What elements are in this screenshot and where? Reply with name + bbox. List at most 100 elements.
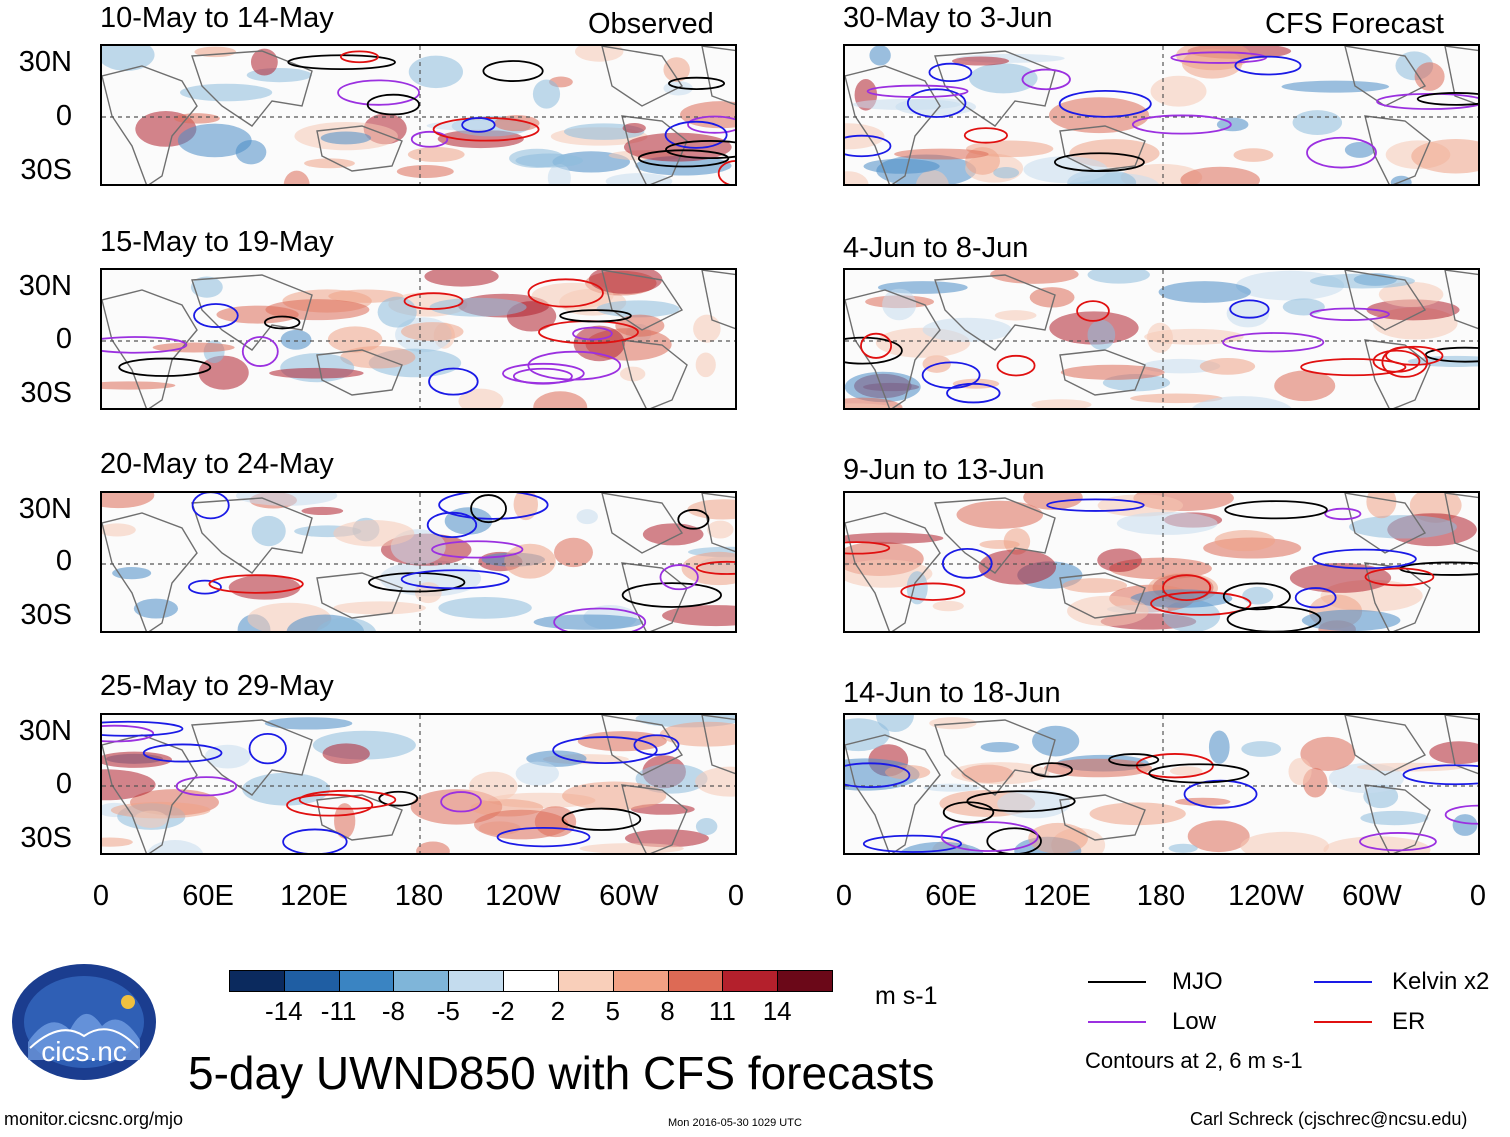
coastline xyxy=(1344,46,1427,107)
coastline xyxy=(934,50,1056,127)
anomaly-blob xyxy=(922,317,1012,342)
wave-contour xyxy=(687,115,735,134)
wave-contour xyxy=(410,130,449,148)
anomaly-blob xyxy=(146,840,204,853)
coastline xyxy=(1444,46,1478,106)
coastline xyxy=(934,274,1056,351)
wave-contour xyxy=(845,134,892,158)
map-panel xyxy=(100,491,737,633)
wave-contour xyxy=(900,582,966,601)
lon-label: 120E xyxy=(1023,880,1091,912)
coastline xyxy=(934,497,1056,574)
anomaly-blob xyxy=(322,743,370,765)
anomaly-blob xyxy=(619,366,646,382)
anomaly-blob xyxy=(416,841,450,853)
lat-label: 0 xyxy=(55,100,72,132)
anomaly-blob xyxy=(845,403,899,408)
colorbar-tick-label: 8 xyxy=(660,996,675,1026)
anomaly-blob xyxy=(1344,142,1375,158)
anomaly-blob xyxy=(1116,511,1218,535)
panel-title: 10-May to 14-May xyxy=(100,2,334,34)
coastline xyxy=(601,715,684,776)
anomaly-blob xyxy=(968,63,1038,94)
coastline xyxy=(316,794,403,841)
wave-contour xyxy=(1385,345,1444,366)
anomaly-blob xyxy=(978,549,1057,585)
anomaly-blob xyxy=(235,139,267,165)
lat-label: 30S xyxy=(20,154,72,186)
coastline xyxy=(1059,349,1146,396)
anomaly-blob xyxy=(1414,62,1445,91)
wave-contour xyxy=(461,117,496,133)
wave-contour xyxy=(470,494,507,524)
coastline xyxy=(102,512,198,631)
colorbar-tick-label: -2 xyxy=(491,996,515,1026)
coastline xyxy=(102,734,198,853)
wave-contour xyxy=(366,93,420,116)
anomaly-blob xyxy=(990,270,1079,284)
lon-label: 120W xyxy=(1228,880,1304,912)
anomaly-blob xyxy=(320,131,372,145)
anomaly-blob xyxy=(869,46,891,66)
wave-contour xyxy=(1131,114,1232,135)
anomaly-blob xyxy=(1168,843,1198,853)
anomaly-blob xyxy=(693,314,721,343)
figure-title: 5-day UWND850 with CFS forecasts xyxy=(188,1047,935,1099)
anomaly-blob xyxy=(301,506,344,516)
anomaly-blob xyxy=(915,170,949,184)
anomaly-blob xyxy=(269,367,364,379)
colorbar-swatch xyxy=(777,970,833,992)
wave-contour xyxy=(1416,92,1478,106)
anomaly-blob xyxy=(1292,110,1343,136)
panel-title: 20-May to 24-May xyxy=(100,448,334,480)
anomaly-blob xyxy=(899,841,984,853)
anomaly-blob xyxy=(102,751,172,768)
anomaly-blob xyxy=(562,781,667,811)
anomaly-blob xyxy=(695,352,716,378)
anomaly-blob xyxy=(1242,586,1274,605)
anomaly-blob xyxy=(576,509,598,525)
anomaly-blob xyxy=(1062,578,1128,593)
wave-contour xyxy=(677,509,710,530)
anomaly-blob xyxy=(1028,822,1088,853)
coastline xyxy=(621,115,688,184)
anomaly-blob xyxy=(1180,166,1260,184)
wave-contour xyxy=(438,493,549,520)
coastline xyxy=(191,274,313,351)
wave-contour xyxy=(553,607,647,631)
lon-label: 180 xyxy=(394,880,444,912)
wave-contour xyxy=(946,382,1001,404)
map-panel xyxy=(843,713,1480,855)
coastline xyxy=(1344,715,1427,776)
anomaly-blob xyxy=(1301,609,1401,631)
coastline xyxy=(601,493,684,554)
anomaly-blob xyxy=(1366,299,1460,321)
wave-contour xyxy=(1108,753,1160,767)
anomaly-blob xyxy=(695,817,718,836)
coastline xyxy=(1364,339,1431,408)
map-panel xyxy=(843,491,1480,633)
wave-contour xyxy=(963,127,1008,144)
coastline xyxy=(934,719,1056,796)
anomaly-blob xyxy=(622,122,646,134)
anomaly-blob xyxy=(993,167,1020,179)
anomaly-blob xyxy=(504,543,556,579)
anomaly-blob xyxy=(1378,281,1444,308)
anomaly-blob xyxy=(845,171,869,184)
anomaly-blob xyxy=(102,837,133,847)
legend-line-kelvin xyxy=(1314,981,1372,983)
anomaly-blob xyxy=(1411,139,1478,174)
footer-url: monitor.cicsnc.org/mjo xyxy=(4,1109,184,1129)
anomaly-blob xyxy=(1199,358,1256,375)
wave-contour xyxy=(940,821,1039,852)
anomaly-blob xyxy=(283,170,310,184)
colorbar-tick-label: -5 xyxy=(436,996,460,1026)
wave-contour xyxy=(928,62,973,83)
wave-contour xyxy=(1312,548,1417,570)
colorbar-tick-label: 14 xyxy=(762,996,792,1026)
lat-label: 0 xyxy=(55,545,72,577)
anomaly-blob xyxy=(575,46,624,62)
anomaly-blob xyxy=(932,600,964,612)
coastline xyxy=(701,270,735,330)
legend-line-er xyxy=(1314,1021,1372,1023)
